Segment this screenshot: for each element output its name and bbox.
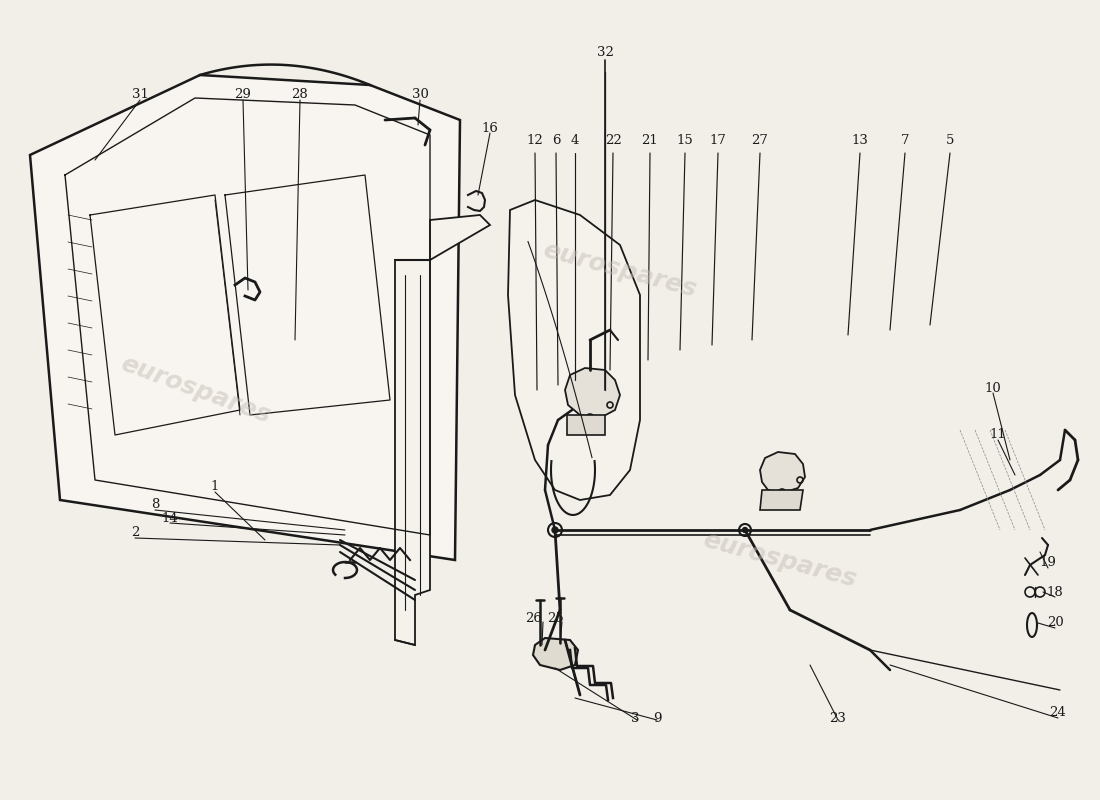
Text: 5: 5 bbox=[946, 134, 954, 146]
Text: 29: 29 bbox=[234, 89, 252, 102]
Polygon shape bbox=[430, 215, 490, 260]
Text: 17: 17 bbox=[710, 134, 726, 146]
Text: 25: 25 bbox=[547, 611, 563, 625]
Text: 15: 15 bbox=[676, 134, 693, 146]
Text: 2: 2 bbox=[131, 526, 140, 539]
Text: 23: 23 bbox=[829, 711, 846, 725]
Text: 21: 21 bbox=[641, 134, 659, 146]
Text: 8: 8 bbox=[151, 498, 160, 511]
Text: eurospares: eurospares bbox=[117, 352, 274, 428]
Polygon shape bbox=[508, 200, 640, 500]
Text: 20: 20 bbox=[1046, 617, 1064, 630]
Polygon shape bbox=[30, 75, 460, 560]
Text: 28: 28 bbox=[292, 89, 308, 102]
Polygon shape bbox=[566, 415, 605, 435]
Polygon shape bbox=[565, 368, 620, 418]
Polygon shape bbox=[395, 260, 430, 645]
Text: 18: 18 bbox=[1046, 586, 1064, 598]
Text: 6: 6 bbox=[552, 134, 560, 146]
Polygon shape bbox=[760, 452, 805, 493]
Text: eurospares: eurospares bbox=[540, 238, 700, 302]
Text: 13: 13 bbox=[851, 134, 868, 146]
Polygon shape bbox=[534, 638, 578, 670]
Text: 9: 9 bbox=[652, 711, 661, 725]
Text: 10: 10 bbox=[984, 382, 1001, 394]
Circle shape bbox=[742, 527, 748, 533]
Text: 11: 11 bbox=[990, 429, 1006, 442]
Text: 24: 24 bbox=[1049, 706, 1066, 719]
Text: 26: 26 bbox=[526, 611, 542, 625]
Text: 22: 22 bbox=[605, 134, 621, 146]
Text: 30: 30 bbox=[411, 89, 428, 102]
Text: 27: 27 bbox=[751, 134, 769, 146]
Text: 3: 3 bbox=[630, 711, 639, 725]
Text: 7: 7 bbox=[901, 134, 910, 146]
Text: 4: 4 bbox=[571, 134, 580, 146]
Text: 32: 32 bbox=[596, 46, 614, 58]
Text: 19: 19 bbox=[1040, 557, 1056, 570]
Circle shape bbox=[552, 527, 558, 533]
Text: 16: 16 bbox=[482, 122, 498, 134]
Text: 14: 14 bbox=[162, 511, 178, 525]
Polygon shape bbox=[760, 490, 803, 510]
Text: eurospares: eurospares bbox=[701, 528, 859, 592]
Text: 31: 31 bbox=[132, 89, 148, 102]
Text: 12: 12 bbox=[527, 134, 543, 146]
Text: 1: 1 bbox=[211, 481, 219, 494]
